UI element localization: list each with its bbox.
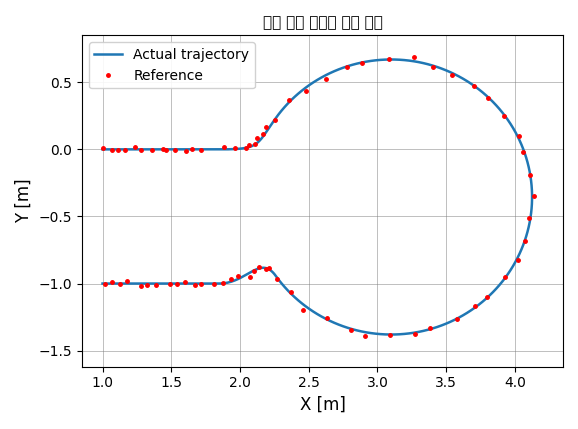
Reference [361, 333, 368, 338]
Reference [148, 147, 155, 152]
Reference [198, 281, 205, 287]
Actual trajectory [161, 281, 168, 286]
Reference [101, 281, 108, 286]
Reference [152, 282, 159, 287]
Reference [410, 55, 417, 60]
Title: 실내 주행 테스트 실험 결과: 실내 주행 테스트 실험 결과 [262, 15, 383, 30]
Actual trajectory [275, 112, 282, 117]
Actual trajectory [99, 147, 106, 152]
Actual trajectory [99, 281, 106, 286]
Reference [246, 274, 253, 279]
Actual trajectory [387, 332, 394, 337]
Reference [219, 281, 226, 286]
Actual trajectory [387, 57, 394, 62]
Y-axis label: Y [m]: Y [m] [15, 179, 33, 224]
Actual trajectory [210, 281, 217, 286]
Line: Actual trajectory: Actual trajectory [102, 60, 532, 335]
Legend: Actual trajectory, Reference: Actual trajectory, Reference [89, 42, 255, 88]
Actual trajectory [212, 281, 219, 286]
Line: Reference: Reference [99, 54, 537, 339]
Reference [99, 145, 106, 151]
X-axis label: X [m]: X [m] [299, 396, 346, 414]
Reference [228, 277, 235, 282]
Actual trajectory [246, 270, 253, 275]
Actual trajectory [219, 147, 226, 152]
